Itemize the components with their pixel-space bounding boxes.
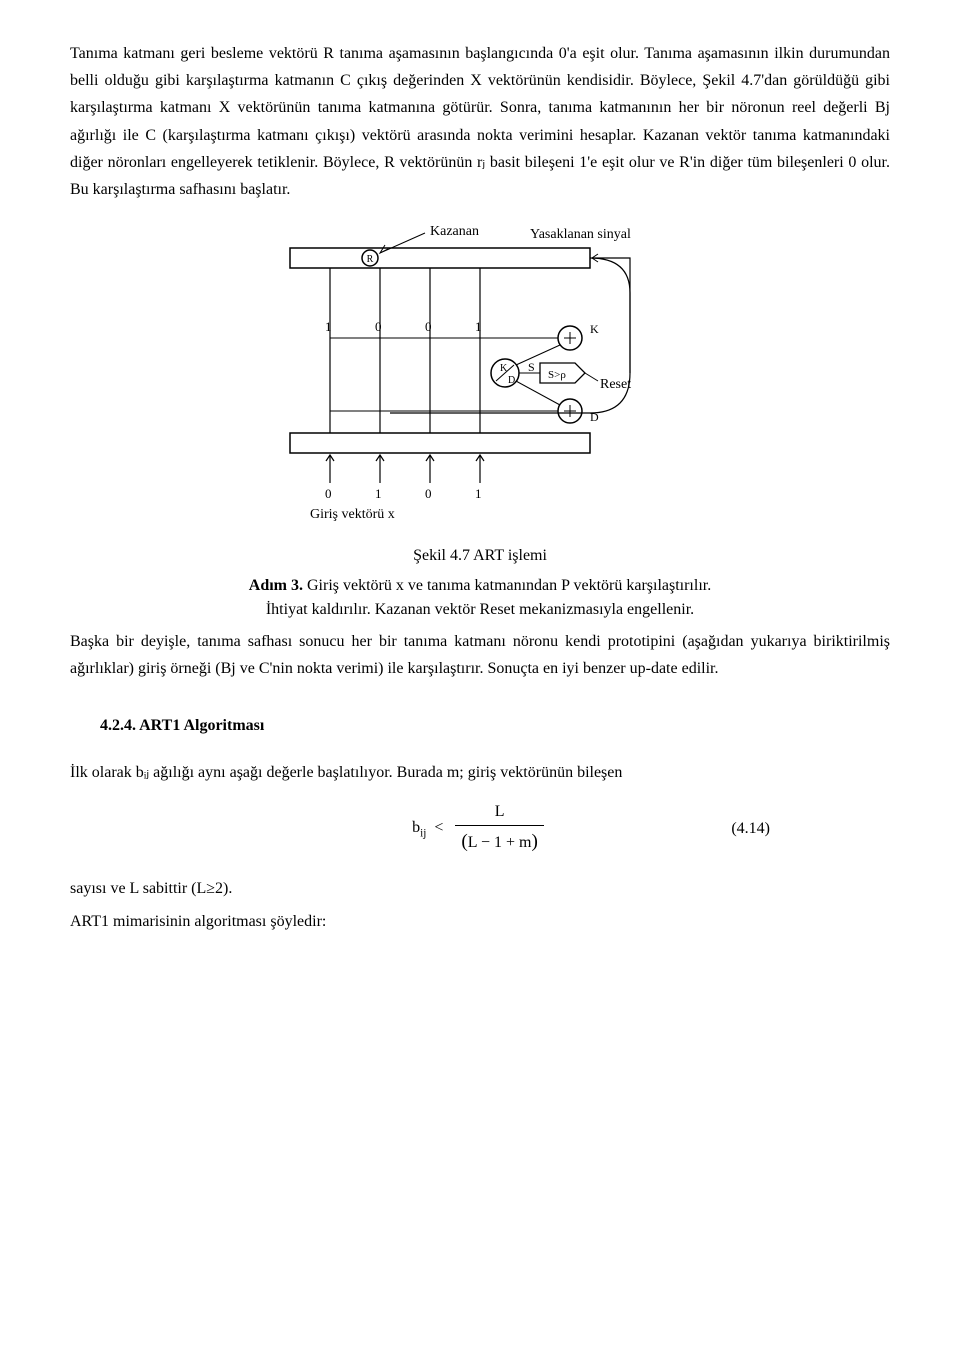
- svg-text:0: 0: [425, 486, 432, 501]
- eq-sub: ij: [420, 828, 426, 840]
- step-3-block: Adım 3. Giriş vektörü x ve tanıma katman…: [70, 574, 890, 622]
- svg-text:D: D: [590, 410, 599, 424]
- svg-text:1: 1: [475, 319, 482, 334]
- svg-text:0: 0: [325, 486, 332, 501]
- svg-text:1: 1: [325, 319, 332, 334]
- svg-text:Reset: Reset: [600, 377, 631, 392]
- figure-art-diagram: R Kazanan Yasaklanan sinyal K K D S S>ρ …: [70, 223, 890, 532]
- svg-text:1: 1: [475, 486, 482, 501]
- step-3-label: Adım 3.: [249, 577, 303, 594]
- eq-den-body: L − 1 + m: [468, 834, 532, 851]
- svg-text:S>ρ: S>ρ: [548, 369, 566, 381]
- svg-text:S: S: [528, 360, 535, 374]
- svg-text:K: K: [500, 363, 508, 374]
- equation-number: (4.14): [731, 815, 770, 842]
- svg-text:0: 0: [375, 319, 382, 334]
- paragraph-2: Başka bir deyişle, tanıma safhası sonucu…: [70, 628, 890, 682]
- eq-lhs: b: [412, 819, 420, 836]
- svg-text:0: 0: [425, 319, 432, 334]
- eq-num: L: [455, 798, 543, 826]
- equation-4-14: bij < L (L − 1 + m) (4.14): [70, 798, 890, 859]
- label-kazanan-text: Kazanan: [430, 224, 479, 239]
- paragraph-5: ART1 mimarisinin algoritması şöyledir:: [70, 908, 890, 935]
- svg-text:1: 1: [375, 486, 382, 501]
- eq-lt: <: [434, 819, 443, 836]
- svg-text:Yasaklanan sinyal: Yasaklanan sinyal: [530, 227, 631, 242]
- svg-text:R: R: [367, 254, 374, 265]
- step-3-line1: Giriş vektörü x ve tanıma katmanından P …: [303, 577, 711, 594]
- paragraph-1: Tanıma katmanı geri besleme vektörü R ta…: [70, 40, 890, 203]
- svg-text:D: D: [508, 375, 515, 386]
- step-3-line2: İhtiyat kaldırılır. Kazanan vektör Reset…: [70, 598, 890, 622]
- section-heading: 4.2.4. ART1 Algoritması: [100, 712, 890, 739]
- svg-text:Giriş vektörü x: Giriş vektörü x: [310, 507, 395, 522]
- paragraph-4: sayısı ve L sabittir (L≥2).: [70, 875, 890, 902]
- eq-den-close: ): [531, 831, 537, 852]
- figure-caption: Şekil 4.7 ART işlemi: [70, 542, 890, 569]
- svg-text:K: K: [590, 322, 599, 336]
- paragraph-3: İlk olarak bᵢⱼ ağılığı aynı aşağı değerl…: [70, 759, 890, 786]
